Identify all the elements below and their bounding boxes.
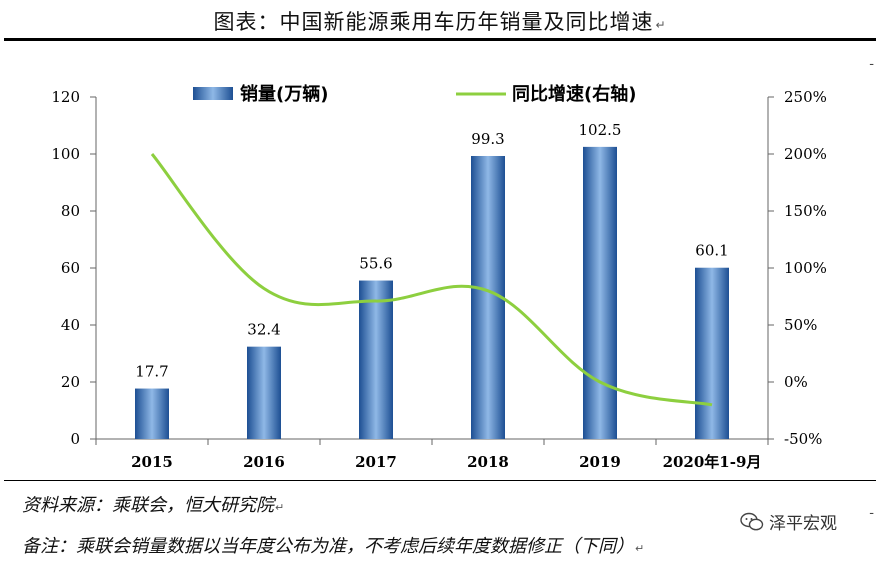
legend-line-label: 同比增速(右轴) xyxy=(512,83,636,105)
remark-note: 备注：乘联会销量数据以当年度公布为准，不考虑后续年度数据修正（下同）↵ xyxy=(22,532,644,558)
y-left-tick-label: 120 xyxy=(51,88,80,106)
y-left-tick-label: 60 xyxy=(61,259,80,277)
wechat-icon xyxy=(740,512,764,530)
title-return-mark: ↵ xyxy=(655,18,667,32)
title-rule xyxy=(4,38,876,41)
footer-rule xyxy=(4,480,876,481)
remark-text: 备注：乘联会销量数据以当年度公布为准，不考虑后续年度数据修正（下同） xyxy=(22,536,634,557)
x-tick-label: 2020年1-9月 xyxy=(663,453,762,471)
chart-title: 图表：中国新能源乘用车历年销量及同比增速 ↵ xyxy=(0,6,880,36)
y-right-tick-label: 250% xyxy=(784,88,827,106)
bar-data-label: 99.3 xyxy=(471,130,504,148)
edge-mark-bottom: - xyxy=(869,505,874,521)
bar xyxy=(695,267,729,439)
watermark-text: 泽平宏观 xyxy=(769,514,837,534)
bar-data-label: 102.5 xyxy=(579,121,622,139)
y-left-tick-label: 40 xyxy=(61,316,80,334)
bar xyxy=(247,346,281,439)
chart-area: 0 20 40 60 80 100 120 -50% 0% 50% 100% 150% 200% 250%… xyxy=(51,83,827,471)
bar xyxy=(359,280,393,439)
y-right-tick-label: 100% xyxy=(784,259,827,277)
y-right-tick-label: -50% xyxy=(784,430,822,448)
x-tick-label: 2019 xyxy=(579,453,621,471)
y-left-tick-label: 20 xyxy=(61,373,80,391)
source-text: 资料来源：乘联会，恒大研究院 xyxy=(22,495,274,516)
edge-mark-top: - xyxy=(869,56,874,72)
x-tick-label: 2016 xyxy=(243,453,285,471)
y-right-tick-label: 50% xyxy=(784,316,817,334)
bar-data-label: 32.4 xyxy=(247,321,280,339)
x-tick-label: 2017 xyxy=(355,453,397,471)
chart-title-text: 图表：中国新能源乘用车历年销量及同比增速 xyxy=(213,10,654,34)
growth-rate-line xyxy=(150,153,713,407)
bar xyxy=(583,146,617,439)
y-right-tick-label: 0% xyxy=(784,373,808,391)
y-left-tick-label: 80 xyxy=(61,202,80,220)
remark-return-mark: ↵ xyxy=(635,542,645,555)
bar-data-label: 55.6 xyxy=(359,255,392,273)
bar-data-label: 60.1 xyxy=(695,242,728,260)
x-tick-label: 2015 xyxy=(131,453,173,471)
y-right-tick-label: 150% xyxy=(784,202,827,220)
y-right-tick-label: 200% xyxy=(784,145,827,163)
watermark: 泽平宏观 xyxy=(740,509,837,534)
legend-bar-label: 销量(万辆) xyxy=(240,83,328,105)
x-tick-label: 2018 xyxy=(467,453,509,471)
bar-data-label: 17.7 xyxy=(135,363,168,381)
source-return-mark: ↵ xyxy=(275,501,285,514)
legend-bar-swatch xyxy=(193,87,233,100)
bar xyxy=(135,388,169,439)
y-left-tick-label: 100 xyxy=(51,145,80,163)
y-left-tick-label: 0 xyxy=(70,430,80,448)
source-note: 资料来源：乘联会，恒大研究院↵ xyxy=(22,491,284,517)
